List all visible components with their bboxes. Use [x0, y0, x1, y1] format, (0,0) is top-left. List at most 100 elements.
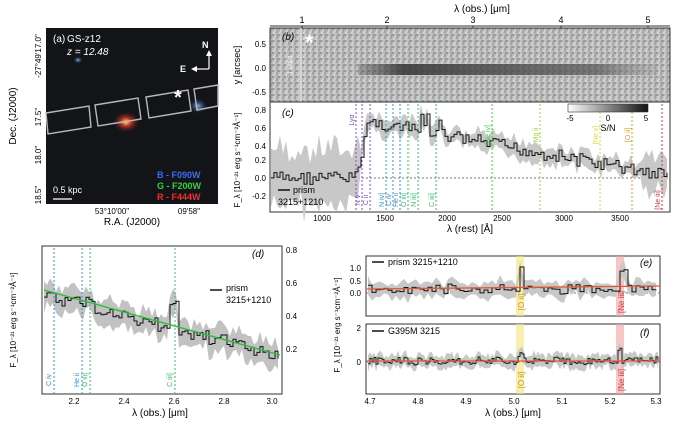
colorbar-tick-2: 0	[606, 114, 611, 123]
d-ytick-1: 0.8	[286, 246, 298, 255]
d-xtick-5: 3.0	[266, 397, 278, 406]
b-ytick-1: 0.5	[255, 40, 267, 49]
panel-f-xlabel: λ (obs.) [μm]	[485, 408, 541, 419]
panel-d-ylabel: F_λ [10⁻²¹ erg s⁻¹cm⁻²Å⁻¹]	[9, 272, 18, 367]
dec-tick-2: 17.5"	[34, 108, 43, 127]
f-ytick-2: 0	[357, 358, 362, 367]
d-line-markers: C iv He ii O iii] C iii]	[46, 248, 176, 394]
compass-north-label: N	[202, 40, 209, 50]
c-xtick-4: 2500	[493, 214, 511, 223]
c-ytick-5: 0.0	[255, 174, 267, 183]
panel-a: (a) GS-z12 z = 12.48 N E * 0.5 kpc B - F…	[8, 28, 219, 228]
panel-d-xlabel: λ (obs.) [μm]	[132, 408, 188, 419]
panel-f: G395M 3215 (f) [O ii] [Ne iii] 2 0 F_λ […	[333, 277, 662, 419]
panel-b-tag: (b)	[282, 32, 294, 43]
b-ytick-3: -0.5	[252, 88, 266, 97]
line-label: Lyα	[349, 114, 356, 125]
line-label: [O ii]	[625, 128, 632, 142]
f-oii-band	[516, 324, 524, 394]
slitlet-4	[193, 84, 219, 111]
dec-tick-4: 18.5"	[34, 186, 43, 205]
c-ytick-2: 0.6	[255, 124, 267, 133]
panel-a-tag: (a)	[53, 34, 65, 45]
spectrum-line	[271, 113, 668, 185]
e-neiii-label: [Ne iii]	[617, 291, 626, 313]
f-spectrum-line	[368, 347, 659, 366]
panel-c-legend-2: 3215+1210	[278, 197, 323, 207]
top-tick-1: 1	[299, 15, 304, 25]
f-xtick-6: 5.2	[604, 397, 616, 406]
redshift-label: z = 12.48	[66, 47, 109, 58]
d-line-label: He ii	[74, 373, 81, 387]
d-xtick-2: 2.4	[118, 397, 130, 406]
c-xtick-5: 3000	[555, 214, 573, 223]
line-label: He ii	[393, 193, 400, 207]
compass-east-label: E	[180, 64, 186, 74]
panel-d-xticks: 2.2 2.4 2.6 2.8 3.0	[68, 397, 278, 406]
panel-c-tag: (c)	[282, 108, 294, 119]
panel-d: C iv He ii O iii] C iii] (d) prism 3215+121…	[9, 245, 298, 419]
line-label: N iv]	[379, 193, 386, 207]
f-ytick-1: 2	[357, 324, 362, 333]
colorbar: -5 0 5 S/N	[566, 103, 649, 133]
colorbar-tick-1: -5	[566, 114, 574, 123]
dec-tick-1: -27°49'17.0"	[34, 34, 43, 78]
colorbar-gradient	[567, 103, 649, 113]
panel-d-tag: (d)	[252, 249, 264, 260]
d-line-label: O iii]	[82, 373, 89, 387]
line-label: [Ne iii]	[655, 190, 662, 210]
f-xtick-3: 4.9	[460, 397, 472, 406]
f-xtick-4: 5.0	[508, 397, 520, 406]
f-xtick-2: 4.8	[412, 397, 424, 406]
spectrum-error-band	[271, 104, 667, 223]
band-green-label: G - F200W	[157, 181, 202, 191]
d-error-band	[44, 278, 278, 372]
e-oii-label: [O ii]	[517, 294, 526, 310]
d-xtick-4: 2.8	[218, 397, 230, 406]
panel-e: prism 3215+1210 (e) [O ii] [Ne iii] 1.0 …	[350, 255, 661, 317]
f-neiii-label: [Ne iii]	[617, 369, 626, 391]
c-xtick-3: 2000	[438, 214, 456, 223]
panel-c-xlabel: λ (rest) [Å]	[447, 222, 493, 235]
spectrum-2d-trace	[358, 64, 658, 75]
star-marker-icon: *	[174, 87, 182, 109]
panel-f-tag: (f)	[640, 328, 649, 339]
top-tick-4: 4	[558, 15, 563, 25]
d-continuum-fit	[43, 289, 281, 356]
line-label: C iii]	[429, 193, 436, 207]
d-line-label: C iv	[46, 373, 53, 386]
b-ytick-2: 0.0	[255, 64, 267, 73]
e-ytick-1: 1.0	[350, 264, 362, 273]
c-xtick-2: 1500	[376, 214, 394, 223]
d-ytick-2: 0.6	[286, 279, 298, 288]
band-red-label: R - F444W	[157, 192, 201, 202]
dec-tick-3: 18.0"	[34, 146, 43, 165]
panel-e-tag: (e)	[640, 258, 652, 269]
e-ytick-3: 0.0	[350, 289, 362, 298]
f-error-band	[368, 343, 658, 373]
c-xtick-6: 3500	[611, 214, 629, 223]
panel-d-legend-1: prism	[226, 283, 248, 293]
neighbor-source	[188, 98, 208, 114]
line-label: N iii]	[411, 193, 418, 207]
panel-e-legend: prism 3215+1210	[388, 257, 458, 267]
panel-e-yticks: 1.0 0.5 0.0	[350, 264, 362, 298]
slitlet-2	[94, 97, 142, 127]
c-xtick-1: 1000	[313, 214, 331, 223]
f-xtick-1: 4.7	[364, 397, 376, 406]
panel-f-legend: G395M 3215	[388, 326, 440, 336]
star-marker-icon: *	[305, 30, 314, 55]
line-label: C iv	[386, 193, 393, 206]
line-label: [Ne v]	[593, 126, 600, 144]
panel-b-yticks: 0.5 0.0 -0.5	[252, 40, 266, 97]
panel-a-xlabel: R.A. (J2000)	[104, 217, 160, 228]
panel-d-legend-2: 3215+1210	[226, 295, 271, 305]
c-ytick-4: 0.2	[255, 156, 267, 165]
c-ytick-6: -0.2	[252, 192, 266, 201]
line-label: O iii]	[401, 193, 408, 207]
d-ytick-4: 0.2	[286, 345, 298, 354]
line-label: [Ne iv]	[485, 125, 492, 145]
f-oii-label: [O ii]	[517, 372, 526, 388]
